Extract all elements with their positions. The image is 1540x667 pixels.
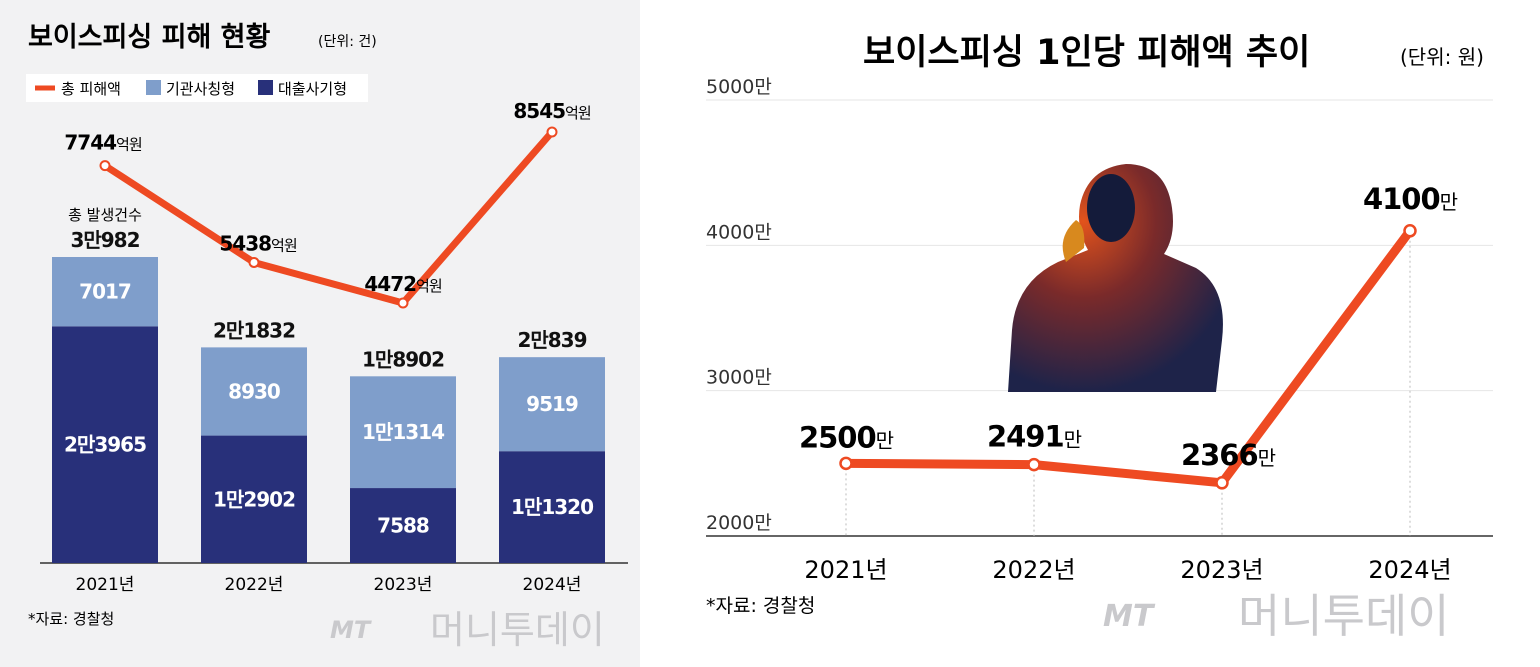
left-chart-panel: 보이스피싱 피해 현황 (단위: 건) 총 피해액 기관사칭형 대출사기형 총 …	[0, 0, 640, 667]
bar-agency-label: 7017	[79, 280, 131, 304]
y-tick-label: 3000만	[706, 367, 772, 389]
legend-label-total-damage: 총 피해액	[61, 80, 121, 98]
legend-label-agency: 기관사칭형	[166, 80, 235, 98]
damage-value-label: 8545억원	[513, 99, 590, 123]
per-person-value-label: 4100만	[1363, 182, 1458, 216]
left-source: *자료: 경찰청	[28, 610, 114, 628]
right-chart-title: 보이스피싱 1인당 피해액 추이	[863, 33, 1310, 73]
bar-loan-2023년	[350, 488, 456, 563]
per-person-point	[1027, 457, 1041, 472]
damage-point	[99, 160, 111, 172]
left-chart-title: 보이스피싱 피해 현황	[28, 22, 271, 53]
damage-value-label: 4472억원	[364, 272, 441, 296]
bar-agency-2024년	[499, 357, 605, 452]
right-chart-unit: (단위: 원)	[1400, 45, 1484, 69]
legend-swatch-loan	[258, 80, 273, 95]
per-person-line	[845, 228, 1414, 488]
bar-total-label: 2만1832	[213, 318, 295, 342]
left-chart-svg: 보이스피싱 피해 현황 (단위: 건) 총 피해액 기관사칭형 대출사기형 총 …	[26, 22, 628, 652]
bar-loan-2022년	[201, 435, 307, 563]
bar-agency-2021년	[52, 257, 158, 327]
per-person-point	[839, 456, 853, 471]
bar-loan-label: 1만1320	[511, 495, 593, 519]
damage-point	[397, 297, 409, 309]
x-tick-label: 2024년	[1368, 556, 1451, 584]
bar-agency-2023년	[350, 376, 456, 489]
legend-label-loan: 대출사기형	[278, 80, 347, 98]
y-tick-label: 5000만	[706, 76, 772, 98]
damage-value-label: 7744억원	[64, 131, 141, 155]
bar-total-label: 1만8902	[362, 347, 444, 371]
y-tick-label: 4000만	[706, 221, 772, 243]
y-tick-label: 2000만	[706, 512, 772, 534]
bar-agency-label: 1만1314	[362, 420, 444, 444]
damage-line	[103, 129, 555, 307]
bar-total-label: 2만839	[517, 328, 586, 352]
bar-loan-label: 2만3965	[64, 433, 146, 457]
left-chart-unit: (단위: 건)	[318, 34, 377, 50]
total-caption: 총 발생건수	[68, 206, 142, 224]
bar-total-label: 3만982	[70, 228, 139, 252]
bar-loan-label: 7588	[377, 514, 429, 538]
bar-loan-2021년	[52, 326, 158, 563]
right-chart-panel: 보이스피싱 1인당 피해액 추이 (단위: 원) *자료: 경찰청 MT 머니투…	[648, 0, 1540, 667]
x-tick-label: 2023년	[1180, 556, 1263, 584]
bar-agency-label: 9519	[526, 392, 578, 416]
damage-point	[248, 256, 260, 268]
x-tick-label: 2024년	[523, 575, 582, 595]
damage-point	[546, 126, 558, 138]
bar-loan-label: 1만2902	[213, 487, 295, 511]
bar-agency-label: 8930	[228, 379, 280, 403]
x-tick-label: 2021년	[804, 556, 887, 584]
per-person-point	[1403, 224, 1417, 238]
per-person-value-label: 2491만	[987, 420, 1082, 454]
bar-agency-2022년	[201, 347, 307, 436]
x-tick-label: 2022년	[225, 575, 284, 595]
x-tick-label: 2023년	[374, 575, 433, 595]
hooded-figure-illustration	[1008, 164, 1223, 392]
right-chart-svg: 보이스피싱 1인당 피해액 추이 (단위: 원) *자료: 경찰청 MT 머니투…	[706, 33, 1493, 643]
per-person-value-label: 2500만	[799, 420, 894, 454]
bar-loan-2024년	[499, 451, 605, 563]
per-person-point	[1215, 476, 1229, 490]
right-watermark-mt: MT	[1103, 599, 1156, 634]
x-tick-label: 2021년	[76, 575, 135, 595]
right-source: *자료: 경찰청	[706, 595, 815, 617]
damage-value-label: 5438억원	[219, 231, 296, 255]
x-tick-label: 2022년	[992, 556, 1075, 584]
legend-box	[26, 74, 368, 102]
per-person-value-label: 2366만	[1181, 438, 1276, 472]
right-watermark: 머니투데이	[1238, 589, 1450, 643]
legend-swatch-agency	[146, 80, 161, 95]
left-watermark: 머니투데이	[430, 608, 605, 652]
left-watermark-mt: MT	[330, 616, 372, 644]
